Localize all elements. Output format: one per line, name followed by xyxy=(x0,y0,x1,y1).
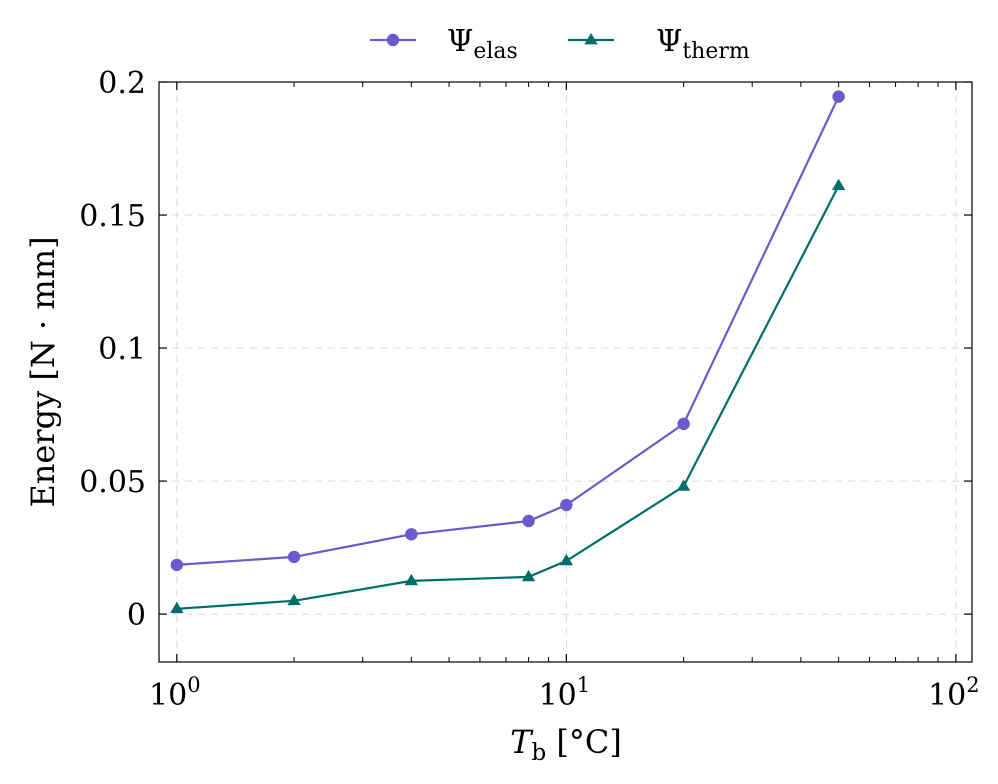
legend-item-0: Ψelas xyxy=(370,24,518,64)
x-tick-label: 101 xyxy=(539,673,591,713)
series-0 xyxy=(170,90,845,572)
data-point xyxy=(404,573,418,586)
legend-marker xyxy=(386,33,400,47)
legend-item-1: Ψtherm xyxy=(568,24,750,64)
grid xyxy=(159,81,972,662)
data-point xyxy=(559,553,574,566)
y-axis-label: Energy [N · mm] xyxy=(24,236,62,507)
data-point xyxy=(831,178,846,191)
data-point xyxy=(522,514,535,528)
x-tick-label: 102 xyxy=(928,673,980,713)
data-point xyxy=(170,601,184,614)
y-tick-label: 0.2 xyxy=(98,66,146,101)
plot-frame xyxy=(158,81,973,663)
x-tick-exponent: 2 xyxy=(966,673,979,697)
x-label-subscript: b xyxy=(531,740,546,766)
axis-labels: Tb [°C] Energy [N · mm] xyxy=(24,236,622,766)
legend-label: Ψtherm xyxy=(656,24,750,64)
x-tick-base: 10 xyxy=(539,678,577,713)
data-point xyxy=(677,417,690,431)
data-point xyxy=(560,498,573,512)
data-point xyxy=(832,90,845,103)
data-point xyxy=(405,528,418,541)
legend-marker xyxy=(584,33,598,45)
x-label-symbol: T xyxy=(510,723,534,761)
data-point xyxy=(676,479,691,491)
series-line xyxy=(176,96,840,566)
series-line xyxy=(176,185,840,610)
x-axis-label: Tb [°C] xyxy=(510,723,622,766)
legend: Ψelas Ψtherm xyxy=(370,24,750,64)
legend-subscript: elas xyxy=(473,39,517,64)
data-point xyxy=(521,569,536,582)
y-tick-label: 0.15 xyxy=(79,199,146,234)
x-tick-base: 10 xyxy=(149,678,187,713)
data-point xyxy=(287,550,301,564)
x-tick-label: 100 xyxy=(149,673,201,713)
legend-subscript: therm xyxy=(682,39,750,64)
data-point xyxy=(287,593,301,606)
x-label-unit: [°C] xyxy=(546,723,622,761)
y-tick-label: 0.1 xyxy=(98,332,146,367)
legend-label: Ψelas xyxy=(447,24,518,64)
data-point xyxy=(170,558,184,572)
x-tick-exponent: 1 xyxy=(577,673,590,697)
legend-symbol: Ψ xyxy=(656,24,682,59)
x-tick-base: 10 xyxy=(928,678,966,713)
x-tick-exponent: 0 xyxy=(187,673,200,697)
series-1 xyxy=(170,178,846,614)
legend-symbol: Ψ xyxy=(447,24,473,59)
y-tick-label: 0 xyxy=(127,598,146,633)
series-layer xyxy=(170,90,846,614)
y-tick-label: 0.05 xyxy=(79,465,146,500)
